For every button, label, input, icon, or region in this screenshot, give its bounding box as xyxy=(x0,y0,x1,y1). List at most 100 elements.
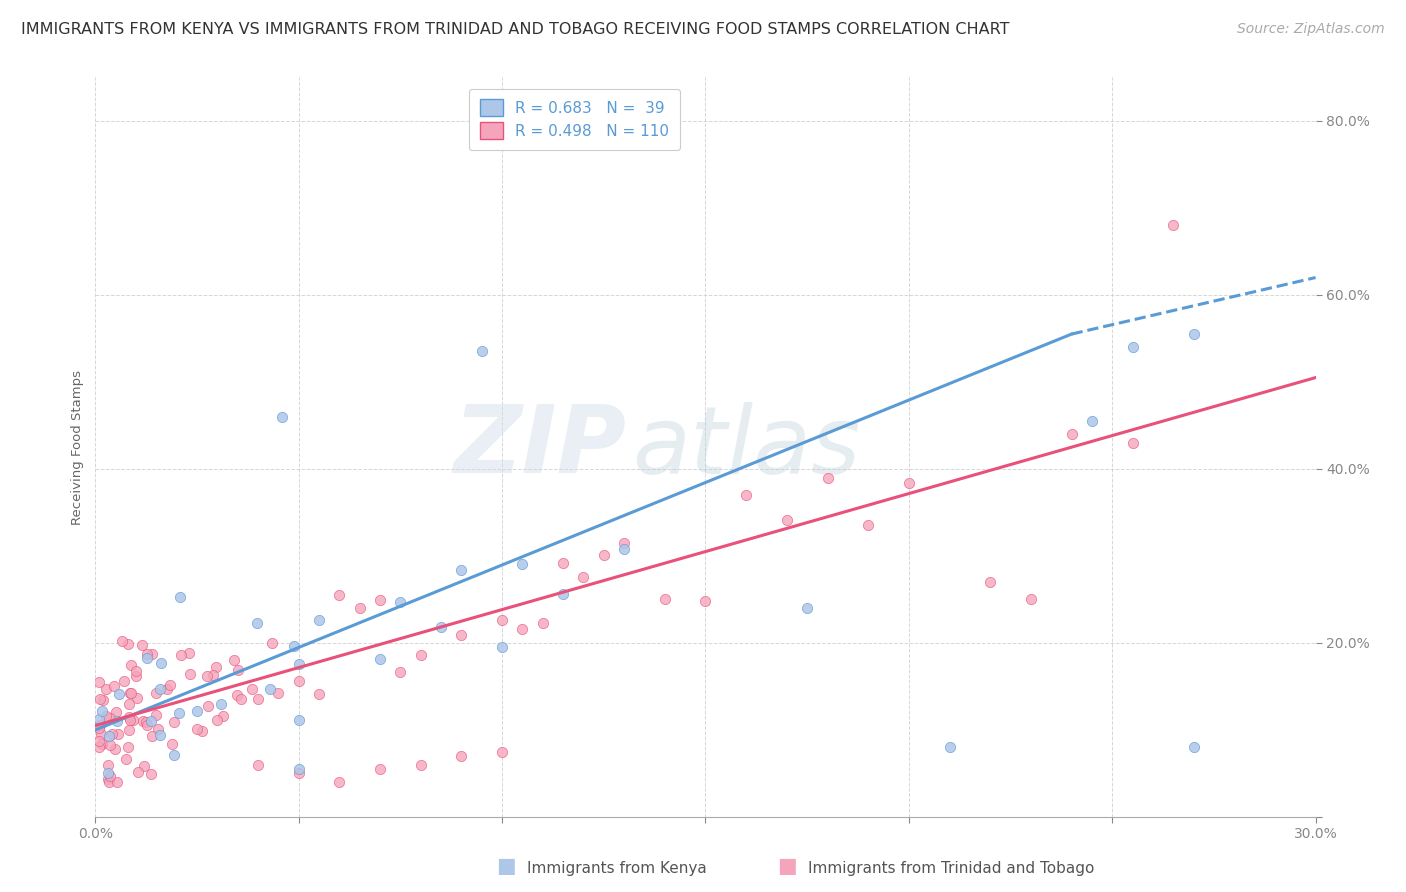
Point xyxy=(979,574,1001,589)
Point xyxy=(107,686,129,700)
Point xyxy=(105,714,128,728)
Point xyxy=(1182,327,1205,342)
Point xyxy=(207,713,229,727)
Point xyxy=(118,697,141,711)
Text: Source: ZipAtlas.com: Source: ZipAtlas.com xyxy=(1237,22,1385,37)
Point xyxy=(247,757,270,772)
Point xyxy=(491,613,513,627)
Point xyxy=(125,664,148,678)
Point xyxy=(287,713,309,727)
Point xyxy=(1019,592,1042,607)
Point xyxy=(169,706,191,721)
Point xyxy=(141,648,163,662)
Point xyxy=(512,623,534,637)
Point xyxy=(186,722,208,736)
Point xyxy=(222,653,245,667)
Point xyxy=(163,714,186,729)
Point xyxy=(177,647,200,661)
Point xyxy=(553,587,575,601)
Point xyxy=(132,714,155,729)
Point xyxy=(735,488,758,502)
Point xyxy=(287,657,309,671)
Point xyxy=(135,718,157,732)
Point xyxy=(107,727,129,741)
Point xyxy=(197,699,219,714)
Point xyxy=(89,691,111,706)
Point xyxy=(169,590,191,604)
Point xyxy=(97,772,120,787)
Point xyxy=(287,673,309,688)
Point xyxy=(89,712,111,726)
Text: ■: ■ xyxy=(778,856,797,876)
Point xyxy=(204,660,226,674)
Point xyxy=(141,766,163,780)
Point xyxy=(120,658,142,673)
Point xyxy=(409,648,432,662)
Point xyxy=(131,639,153,653)
Point xyxy=(450,749,472,764)
Point xyxy=(654,591,676,606)
Point xyxy=(104,741,127,756)
Point xyxy=(186,704,208,718)
Point xyxy=(105,705,128,719)
Point xyxy=(135,651,157,665)
Point xyxy=(89,718,111,732)
Point xyxy=(98,769,121,783)
Point xyxy=(512,557,534,571)
Point xyxy=(491,640,513,654)
Point xyxy=(226,688,249,702)
Point xyxy=(118,685,141,699)
Point xyxy=(125,690,148,705)
Point xyxy=(368,593,391,607)
Point xyxy=(430,620,453,634)
Point xyxy=(1122,340,1144,354)
Point xyxy=(368,651,391,665)
Point xyxy=(135,647,157,661)
Point xyxy=(117,739,139,754)
Point xyxy=(118,709,141,723)
Point xyxy=(553,556,575,570)
Point xyxy=(328,588,350,602)
Point xyxy=(308,687,330,701)
Point xyxy=(409,757,432,772)
Point xyxy=(776,512,799,526)
Point xyxy=(1122,435,1144,450)
Point xyxy=(262,636,284,650)
Point xyxy=(149,682,172,697)
Point xyxy=(118,723,141,737)
Point xyxy=(91,692,114,706)
Point xyxy=(179,666,201,681)
Point xyxy=(1060,427,1083,442)
Point xyxy=(98,711,121,725)
Point xyxy=(368,762,391,776)
Point xyxy=(897,475,920,490)
Point xyxy=(240,682,263,697)
Point xyxy=(105,775,128,789)
Point xyxy=(170,648,193,663)
Point xyxy=(101,727,124,741)
Point xyxy=(120,686,142,700)
Point xyxy=(287,762,309,776)
Point xyxy=(112,673,135,688)
Point xyxy=(90,737,112,751)
Text: Immigrants from Kenya: Immigrants from Kenya xyxy=(527,861,707,876)
Point xyxy=(491,745,513,759)
Point xyxy=(450,628,472,642)
Point xyxy=(613,542,636,557)
Point xyxy=(450,563,472,577)
Point xyxy=(246,615,269,630)
Point xyxy=(98,729,121,743)
Point xyxy=(139,714,162,728)
Point xyxy=(1081,414,1104,428)
Point xyxy=(209,698,232,712)
Point xyxy=(103,679,125,693)
Y-axis label: Receiving Food Stamps: Receiving Food Stamps xyxy=(72,369,84,524)
Point xyxy=(89,721,111,735)
Point xyxy=(149,728,172,742)
Point xyxy=(389,595,412,609)
Point xyxy=(156,682,179,697)
Point xyxy=(89,733,111,747)
Point xyxy=(195,669,218,683)
Point xyxy=(471,344,494,359)
Text: ZIP: ZIP xyxy=(453,401,626,493)
